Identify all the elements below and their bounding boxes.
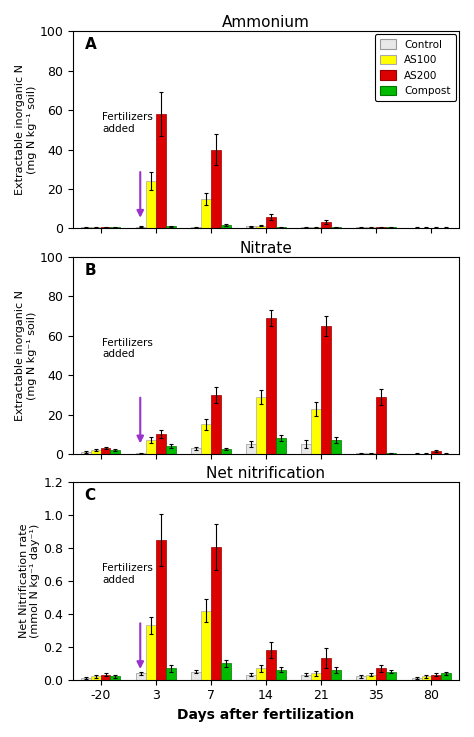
- Bar: [356, 677, 366, 680]
- Bar: [91, 677, 100, 680]
- Bar: [366, 675, 376, 680]
- Bar: [91, 450, 100, 454]
- Bar: [155, 434, 165, 454]
- Text: B: B: [84, 262, 96, 278]
- Title: Ammonium: Ammonium: [222, 15, 310, 30]
- Title: Nitrate: Nitrate: [239, 240, 292, 256]
- Y-axis label: Extractable inorganic N
(mg N kg⁻¹ soil): Extractable inorganic N (mg N kg⁻¹ soil): [15, 64, 36, 195]
- Text: Fertilizers
added: Fertilizers added: [102, 563, 153, 585]
- Bar: [221, 225, 231, 228]
- Bar: [136, 673, 146, 680]
- Bar: [431, 451, 441, 454]
- Bar: [356, 453, 366, 454]
- Bar: [165, 668, 175, 680]
- Bar: [386, 453, 396, 454]
- Bar: [146, 440, 155, 454]
- Bar: [301, 444, 311, 454]
- Bar: [276, 670, 286, 680]
- Bar: [211, 150, 221, 228]
- Text: A: A: [84, 37, 96, 52]
- Bar: [81, 452, 91, 454]
- Bar: [136, 453, 146, 454]
- Bar: [110, 450, 120, 454]
- Bar: [311, 673, 321, 680]
- Text: Fertilizers
added: Fertilizers added: [102, 338, 153, 360]
- Bar: [100, 675, 110, 680]
- Bar: [221, 449, 231, 454]
- Bar: [256, 226, 266, 228]
- Bar: [110, 677, 120, 680]
- Text: C: C: [84, 489, 96, 503]
- Bar: [331, 670, 341, 680]
- Bar: [155, 540, 165, 680]
- Bar: [211, 395, 221, 454]
- Bar: [246, 226, 256, 228]
- Y-axis label: Extractable inorganic N
(mg N kg⁻¹ soil): Extractable inorganic N (mg N kg⁻¹ soil): [15, 290, 36, 421]
- X-axis label: Days after fertilization: Days after fertilization: [177, 708, 355, 722]
- Bar: [165, 446, 175, 454]
- Bar: [201, 611, 211, 680]
- Bar: [266, 650, 276, 680]
- Bar: [276, 439, 286, 454]
- Bar: [266, 217, 276, 228]
- Bar: [256, 668, 266, 680]
- Y-axis label: Net Nitrification rate
(mmol N kg⁻¹ day⁻¹): Net Nitrification rate (mmol N kg⁻¹ day⁻…: [19, 524, 40, 638]
- Bar: [221, 663, 231, 680]
- Bar: [301, 675, 311, 680]
- Bar: [81, 678, 91, 680]
- Bar: [136, 227, 146, 228]
- Bar: [441, 673, 451, 680]
- Bar: [191, 448, 201, 454]
- Bar: [246, 675, 256, 680]
- Bar: [256, 397, 266, 454]
- Bar: [266, 318, 276, 454]
- Text: Fertilizers
added: Fertilizers added: [102, 112, 153, 133]
- Bar: [421, 677, 431, 680]
- Bar: [100, 448, 110, 454]
- Bar: [411, 678, 421, 680]
- Bar: [165, 226, 175, 228]
- Legend: Control, AS100, AS200, Compost: Control, AS100, AS200, Compost: [375, 35, 456, 101]
- Bar: [321, 326, 331, 454]
- Bar: [311, 409, 321, 454]
- Bar: [155, 114, 165, 228]
- Bar: [321, 658, 331, 680]
- Bar: [386, 671, 396, 680]
- Bar: [201, 425, 211, 454]
- Title: Net nitrification: Net nitrification: [207, 467, 326, 481]
- Bar: [211, 547, 221, 680]
- Bar: [246, 444, 256, 454]
- Bar: [431, 675, 441, 680]
- Bar: [146, 626, 155, 680]
- Bar: [201, 199, 211, 228]
- Bar: [321, 222, 331, 228]
- Bar: [366, 453, 376, 454]
- Bar: [331, 440, 341, 454]
- Bar: [376, 397, 386, 454]
- Bar: [376, 668, 386, 680]
- Bar: [191, 671, 201, 680]
- Bar: [146, 181, 155, 228]
